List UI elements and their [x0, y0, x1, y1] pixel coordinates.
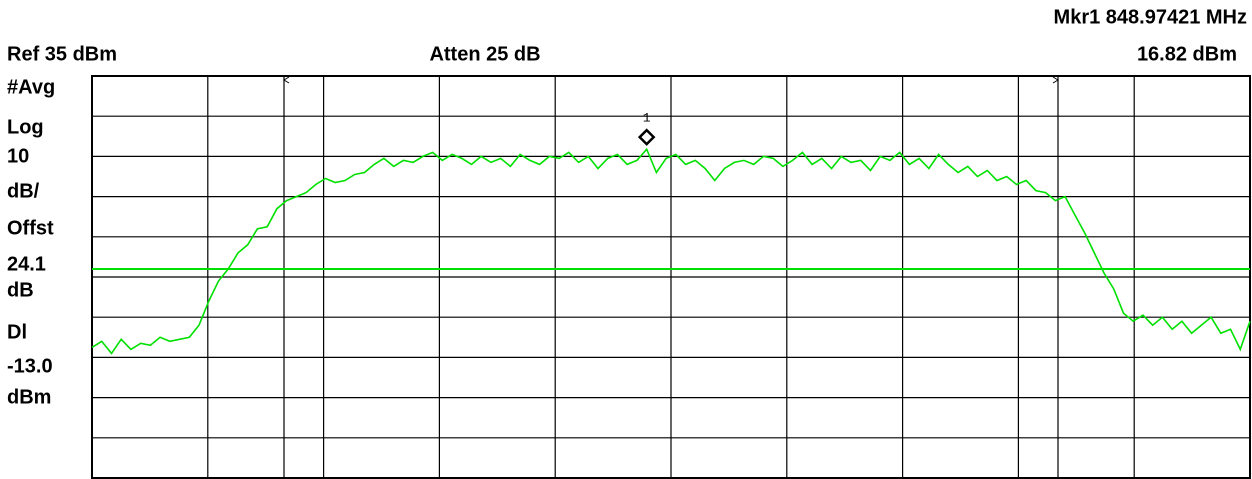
side-label: Dl — [7, 321, 27, 343]
plot-frame — [91, 75, 1251, 479]
marker-amplitude: 16.82 dBm — [1137, 43, 1237, 65]
channel-arrows — [283, 76, 1059, 84]
side-label: dB/ — [7, 180, 40, 202]
marker-number: 1 — [643, 111, 651, 126]
side-label: Log — [7, 116, 44, 138]
marker-diamond — [637, 128, 656, 146]
display-line-label: -13.0 — [7, 355, 53, 377]
side-label: dBm — [7, 386, 51, 408]
side-label: 24.1 — [7, 253, 46, 275]
trace — [91, 147, 1251, 355]
side-label: Offst — [7, 217, 54, 239]
grid — [92, 76, 1250, 478]
attenuation: Atten 25 dB — [429, 43, 540, 65]
side-label: 10 — [7, 145, 29, 167]
side-label: #Avg — [7, 76, 55, 98]
reference-level: Ref 35 dBm — [7, 43, 117, 65]
marker-readout: Mkr1 848.97421 MHz — [1054, 6, 1247, 28]
side-label: dB — [7, 279, 34, 301]
